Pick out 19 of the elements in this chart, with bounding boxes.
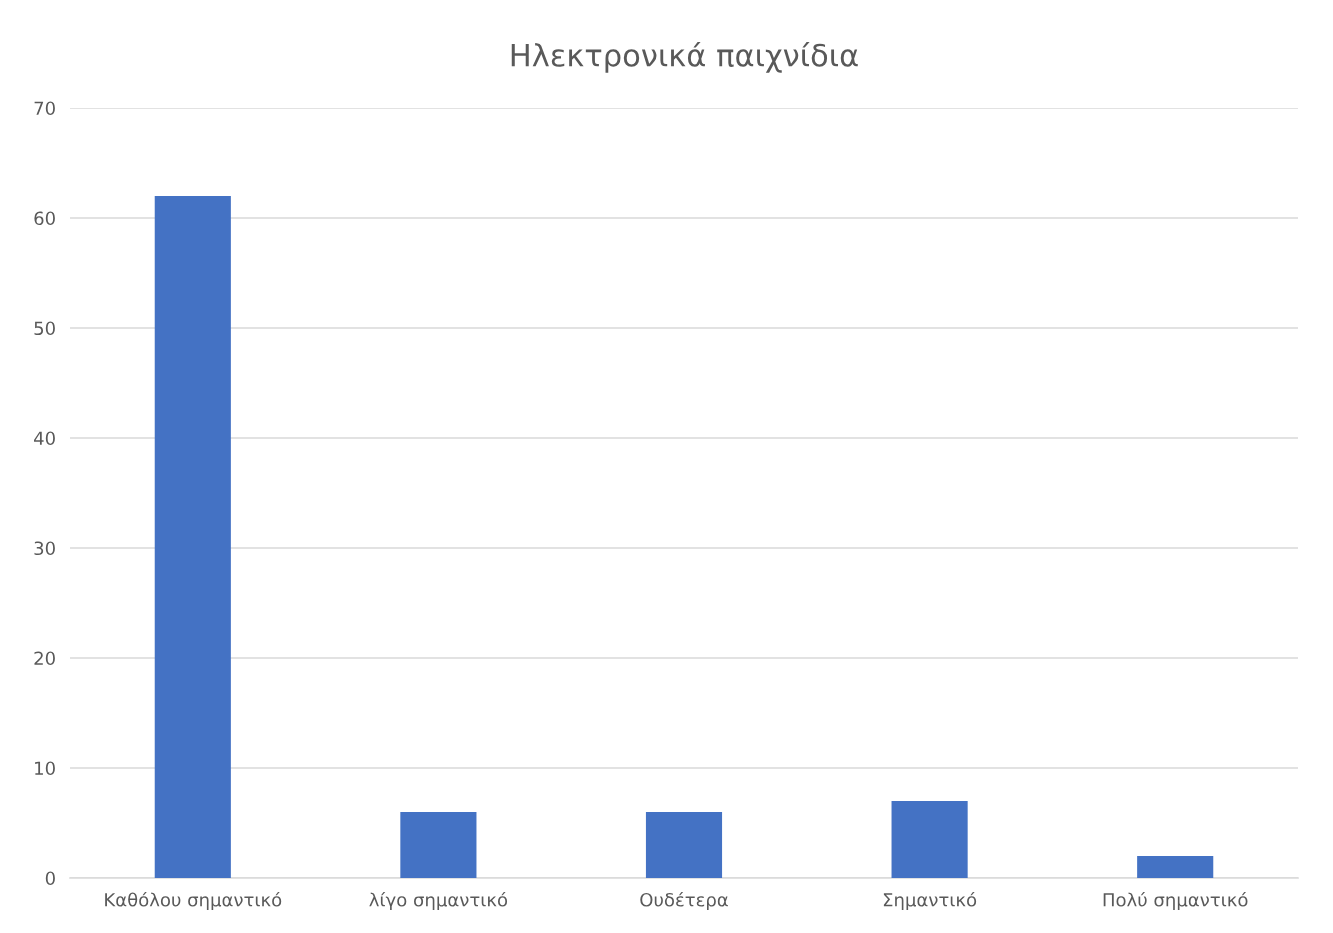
x-tick-label: Πολύ σημαντικό	[1103, 891, 1248, 911]
y-tick-label: 50	[34, 321, 55, 336]
y-tick-label: 30	[34, 541, 55, 556]
chart-title: Ηλεκτρονικά παιχνίδια	[511, 41, 858, 73]
bar	[400, 812, 477, 878]
x-tick-label: Ουδέτερα	[640, 891, 728, 911]
bar	[891, 801, 968, 878]
y-tick-label: 0	[45, 871, 55, 886]
y-tick-label: 20	[34, 651, 55, 666]
bar	[645, 812, 723, 878]
y-tick-label: 60	[34, 211, 55, 226]
x-tick-label: Καθόλου σημαντικό	[105, 891, 282, 911]
bar	[1137, 856, 1214, 878]
bar	[154, 196, 231, 878]
x-tick-label: λίγο σημαντικό	[369, 891, 508, 911]
y-tick-label: 40	[34, 431, 55, 446]
y-tick-label: 70	[34, 101, 55, 116]
y-tick-label: 10	[35, 761, 55, 776]
x-tick-label: Σημαντικό	[883, 891, 977, 911]
